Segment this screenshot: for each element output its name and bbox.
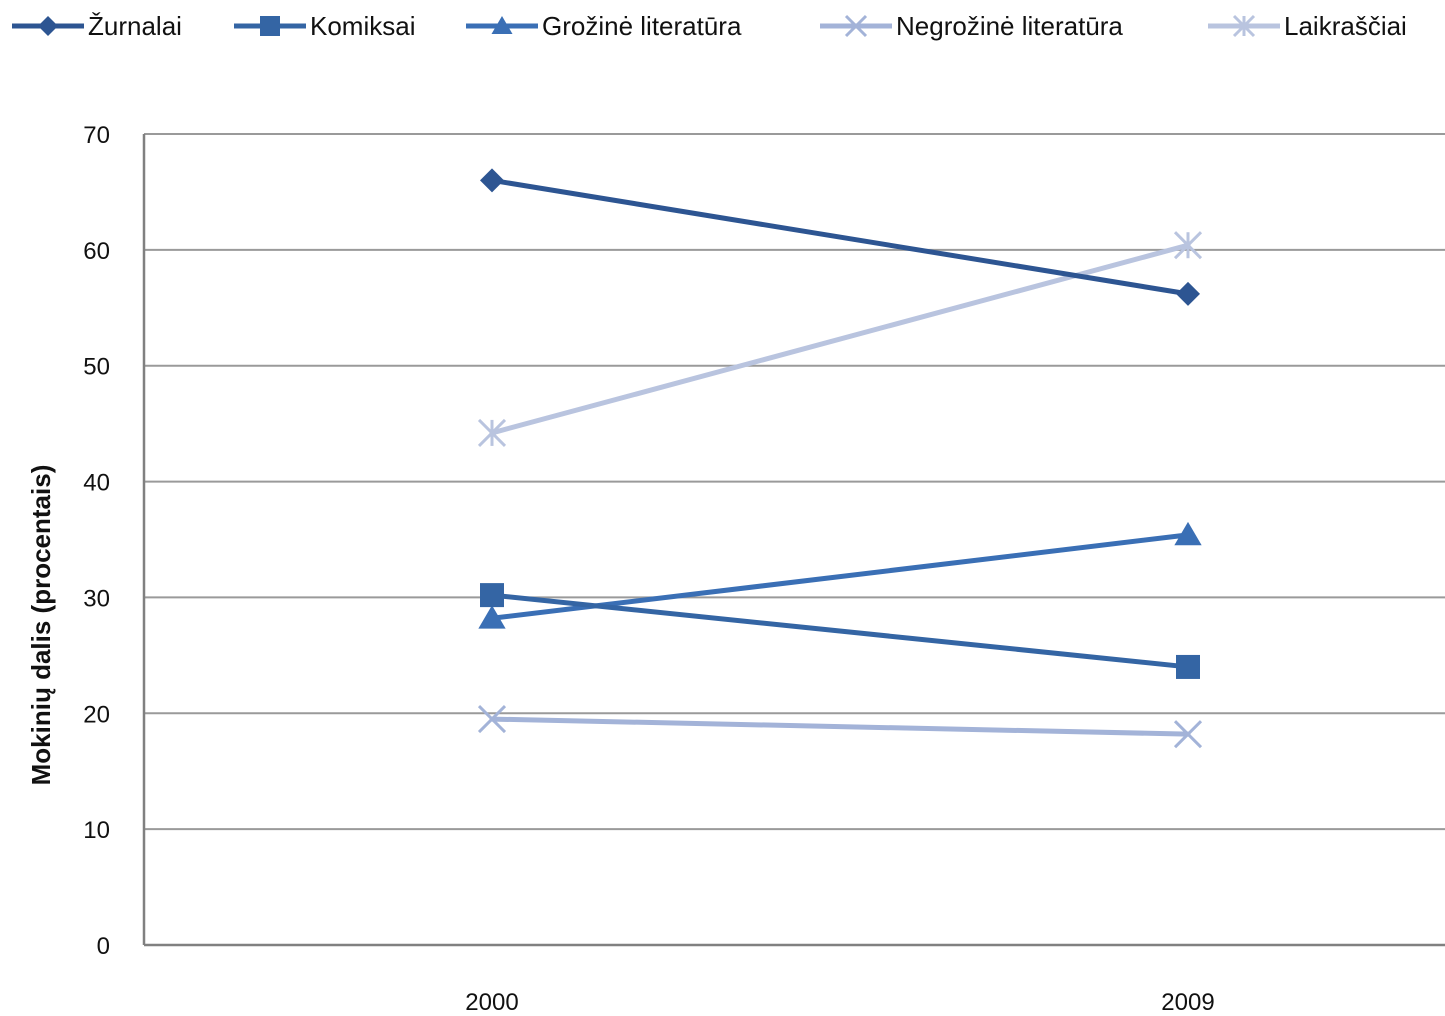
series-line-3 [489,716,1191,737]
series-line-4 [489,242,1191,436]
legend-label: Komiksai [310,11,415,41]
axes [142,134,1445,947]
x-tick-labels: 2000 2009 [465,989,1214,1016]
y-axis-title: Mokinių dalis (procentais) [26,465,56,786]
y-tick-label: 70 [83,122,110,149]
y-tick-label: 40 [83,470,110,497]
y-tick-label: 10 [83,817,110,844]
legend-item: Žurnalai [12,11,182,41]
gridlines [144,133,1445,831]
series-line-0 [489,177,1191,297]
legend-item: Laikraščiai [1208,11,1407,41]
data-point-1-0 [480,583,504,608]
legend-label: Grožinė literatūra [542,11,742,41]
data-point-3-0 [477,705,507,734]
legend-marker [844,14,868,38]
plot-area [142,133,1445,947]
legend-label: Negrožinė literatūra [896,11,1123,41]
data-point-2-1 [1174,521,1202,546]
legend-label: Laikraščiai [1284,11,1407,41]
legend-item: Grožinė literatūra [466,11,742,41]
y-tick-label: 60 [83,238,110,265]
legend: Žurnalai Komiksai Grožinė literatūra Negrož… [12,11,1407,41]
data-point-0-1 [1176,281,1200,306]
data-point-2-0 [478,605,506,629]
legend-item: Komiksai [234,11,415,41]
series-line-1 [489,592,1191,670]
x-tick-label: 2000 [465,989,518,1016]
y-tick-label: 0 [97,933,110,960]
y-tick-label: 50 [83,354,110,381]
series-line-2 [489,532,1191,621]
y-tick-label: 20 [83,701,110,728]
series-layer [489,177,1191,737]
legend-marker [1232,14,1256,38]
data-point-0-0 [480,168,504,193]
markers-layer [477,168,1203,749]
y-tick-label: 30 [83,585,110,612]
legend-marker [491,16,513,34]
legend-marker [260,16,280,36]
data-point-4-0 [477,418,507,447]
y-tick-labels: 0 10 20 30 40 50 60 70 [83,122,110,960]
data-point-1-1 [1176,654,1200,679]
data-point-4-1 [1173,231,1203,260]
legend-label: Žurnalai [88,11,182,41]
legend-marker [38,16,58,36]
x-tick-label: 2009 [1161,989,1214,1016]
legend-item: Negrožinė literatūra [820,11,1123,41]
data-point-3-1 [1173,720,1203,749]
